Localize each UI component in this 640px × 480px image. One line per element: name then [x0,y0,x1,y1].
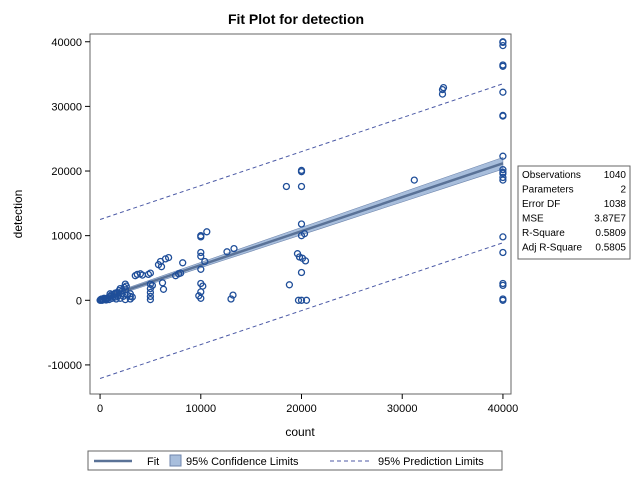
y-tick-label: -10000 [48,360,82,372]
data-point [157,263,166,271]
data-point [197,233,205,241]
data-point [230,244,238,253]
data-point [499,281,507,290]
data-point [106,292,114,301]
stat-value: 3.87E7 [594,214,626,225]
stat-value: 0.5809 [595,228,626,239]
x-tick-label: 20000 [286,403,317,415]
data-point [197,265,205,273]
chart-title: Fit Plot for detection [228,11,364,27]
y-tick-label: 0 [76,295,82,307]
y-axis: -10000 0 10000 20000 30000 40000 [48,37,90,372]
data-point [227,295,235,303]
stats-box [517,165,631,260]
points-layer [96,38,507,304]
data-point [98,296,106,304]
data-point [176,269,185,277]
x-axis: 0 10000 20000 30000 40000 [97,394,518,415]
fit-statistics-table: Observations 1040 Parameters 2 Error DF 1038 M… [517,165,631,260]
data-point [197,252,205,260]
stat-value: 1040 [604,170,627,181]
stat-value: 1038 [604,199,627,210]
data-point [285,281,294,289]
data-point [499,88,507,96]
y-tick-label: 40000 [51,37,82,49]
data-point [201,257,209,266]
data-point [122,282,130,290]
fit-line-layer [99,162,504,301]
data-point [164,253,173,262]
legend-confidence-swatch [169,454,182,467]
data-point [499,233,507,241]
data-point [128,293,136,301]
data-point [146,295,155,304]
x-tick-label: 40000 [488,403,519,415]
data-point [146,269,155,277]
y-tick-label: 10000 [51,231,82,243]
y-tick-label: 30000 [51,101,82,113]
stat-label: Error DF [522,199,560,210]
data-point [499,173,507,182]
fit-line [99,162,504,301]
data-point [199,282,207,290]
data-point [499,248,507,257]
data-point [300,230,309,238]
x-axis-label: count [285,425,315,439]
data-point [197,248,205,257]
stat-label: Adj R-Square [522,243,582,254]
data-point [179,259,187,267]
legend-fit-label: Fit [147,456,159,468]
data-point [197,294,205,302]
data-point [223,248,231,256]
data-point [439,83,448,92]
stat-value: 2 [620,185,626,196]
x-tick-label: 10000 [185,403,216,415]
stat-label: Parameters [522,185,574,196]
data-point [297,220,306,228]
data-point [499,166,507,174]
data-point [297,182,306,191]
stat-value: 0.5805 [595,243,626,254]
data-point [302,296,311,304]
legend-prediction-label: 95% Prediction Limits [378,456,484,468]
upper-prediction-limit [99,83,504,220]
data-point [499,38,507,47]
data-point [148,281,157,290]
data-point [294,296,303,304]
data-point [301,257,310,265]
data-point [499,176,507,184]
data-point [499,296,507,304]
legend: Fit 95% Confidence Limits 95% Prediction… [87,450,503,471]
legend-box [87,450,503,471]
y-axis-label: detection [11,190,25,239]
data-point [133,270,141,279]
data-point [146,292,155,301]
data-point [159,285,168,293]
data-point [282,182,291,191]
data-point [410,176,418,184]
stat-label: Observations [522,170,581,181]
data-point [499,62,507,70]
data-point [229,291,237,299]
data-point [499,112,507,120]
y-tick-label: 20000 [51,166,82,178]
data-point [297,296,306,304]
data-point [203,228,211,236]
legend-confidence-label: 95% Confidence Limits [186,456,299,468]
data-point [499,41,507,50]
data-point [297,168,306,176]
x-tick-label: 30000 [387,403,418,415]
plot-frame [89,33,512,395]
data-point [126,295,134,303]
stat-label: R-Square [522,228,565,239]
data-point [297,268,306,277]
x-tick-label: 0 [97,403,103,415]
lower-prediction-limit [99,242,504,379]
stat-label: MSE [522,214,544,225]
data-point [499,152,507,160]
prediction-limits-layer [99,83,504,379]
data-point [146,288,155,297]
